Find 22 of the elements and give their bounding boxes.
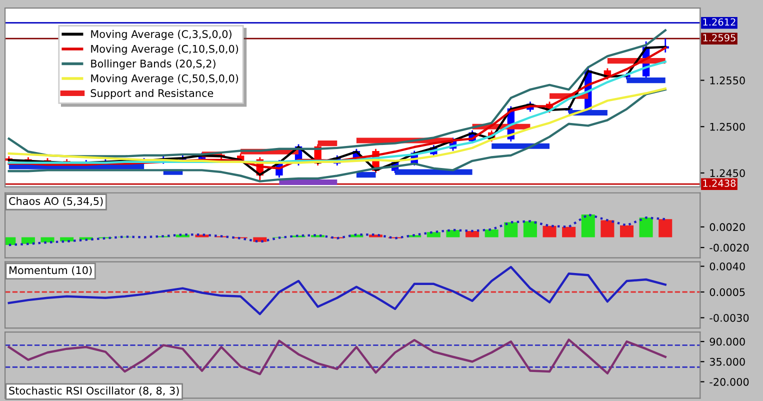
y-tick-label: 1.2550 xyxy=(710,76,745,84)
chart-title: Chaos AO (5,34,5) xyxy=(9,196,103,206)
legend-label: Moving Average (C,3,S,0,0) xyxy=(91,30,232,40)
legend-label: Bollinger Bands (20,S,2) xyxy=(91,59,216,70)
y-tick-label: 1.2500 xyxy=(710,122,745,131)
ref-line-label: 1.2595 xyxy=(703,34,736,42)
y-tick-label: 0.0040 xyxy=(710,262,745,270)
text: Stochastic RSI Oscillator (8, 8, 3) xyxy=(9,386,179,396)
legend-label: Support and Resistance xyxy=(90,88,214,100)
y-tick-label: 1.2450 xyxy=(710,169,745,178)
y-tick-label: -0.0020 xyxy=(710,244,749,252)
y-tick-label: 35.000 xyxy=(710,358,745,366)
ref-line-label: 1.2612 xyxy=(703,18,736,26)
y-tick-label: 0.0005 xyxy=(710,288,745,296)
legend-label: Moving Average (C,50,S,0,0) xyxy=(91,74,238,84)
chart-title: Momentum (10) xyxy=(10,266,92,276)
y-tick-label: -0.0030 xyxy=(710,314,749,322)
ref-line-label: 1.2438 xyxy=(703,180,736,187)
y-tick-label: 90.000 xyxy=(710,338,745,346)
legend-label: Moving Average (C,10,S,0,0) xyxy=(91,44,238,55)
y-tick-label: 0.0020 xyxy=(710,223,745,232)
y-tick-label: -20.000 xyxy=(710,378,749,386)
